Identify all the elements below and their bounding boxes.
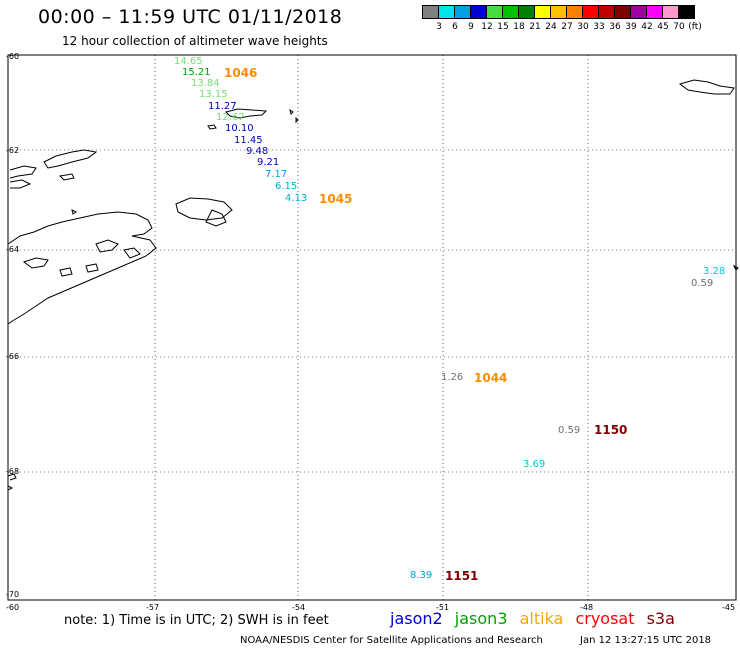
color-scale-swatch [630, 5, 647, 19]
lon-label: -54 [292, 603, 306, 612]
lat-label: -60 [6, 52, 20, 61]
color-scale-label: 18 [513, 22, 525, 32]
lon-label: -45 [722, 603, 736, 612]
color-scale-swatch [662, 5, 679, 19]
pass-number-label: 1044 [474, 371, 508, 385]
legend-jason3: jason3 [454, 609, 508, 628]
color-scale-swatch [566, 5, 583, 19]
wave-height-label: 10.10 [225, 123, 254, 134]
legend-jason2: jason2 [390, 609, 443, 628]
legend-s3a: s3a [646, 609, 675, 628]
color-scale-label: 30 [577, 22, 589, 32]
wave-height-label: 11.27 [208, 101, 237, 112]
color-scale-swatch [550, 5, 567, 19]
color-scale-label: 21 [529, 22, 541, 32]
color-scale-label: 33 [593, 22, 605, 32]
wave-height-label: 7.17 [265, 169, 288, 180]
color-scale-swatch [470, 5, 487, 19]
color-scale-label: 24 [545, 22, 557, 32]
lon-label: -57 [146, 603, 160, 612]
graticule [8, 55, 736, 600]
color-scale-label: 27 [561, 22, 573, 32]
map-title: 00:00 – 11:59 UTC 01/11/2018 [38, 6, 343, 28]
wave-height-label: 14.65 [174, 56, 203, 67]
footer-note: note: 1) Time is in UTC; 2) SWH is in fe… [64, 613, 329, 628]
pass-number-label: 1046 [224, 66, 258, 80]
wave-height-label: 12.67 [216, 112, 245, 123]
wave-height-label: 3.28 [703, 266, 726, 277]
color-scale-swatch [502, 5, 519, 19]
wave-height-label: 3.69 [523, 459, 546, 470]
color-scale-label: 6 [452, 22, 458, 32]
color-scale-label: 39 [625, 22, 637, 32]
color-scale-swatch [438, 5, 455, 19]
wave-height-label: 13.15 [199, 89, 228, 100]
color-scale-label: 42 [641, 22, 653, 32]
lon-label: -60 [6, 603, 20, 612]
color-scale-swatch [646, 5, 663, 19]
wave-height-label: 15.21 [182, 67, 211, 78]
wave-height-label: 13.84 [191, 78, 220, 89]
color-scale-swatch [598, 5, 615, 19]
wave-height-label: 1.26 [441, 372, 464, 383]
color-scale-label: 9 [468, 22, 474, 32]
color-scale-labels: 3 6 9 12 15 18 21 24 27 30 33 36 39 42 45 70 (ft) [422, 22, 740, 36]
wave-height-label: 9.21 [257, 157, 280, 168]
color-scale-label: (ft) [688, 22, 702, 32]
legend-altika: altika [519, 609, 564, 628]
color-scale-label: 15 [497, 22, 509, 32]
color-scale-swatch [582, 5, 599, 19]
wave-height-label: 0.59 [558, 425, 581, 436]
map-frame [7, 54, 737, 601]
pass-number-label: 1151 [445, 569, 479, 583]
color-scale-bar [422, 5, 695, 19]
color-scale-label: 45 [657, 22, 669, 32]
color-scale-swatch [454, 5, 471, 19]
lat-label: -68 [6, 467, 20, 476]
satellite-legend: jason2 jason3 altika cryosat s3a [390, 609, 682, 628]
lat-label: -62 [6, 146, 20, 155]
wave-height-label: 11.45 [234, 135, 263, 146]
lon-label: -51 [436, 603, 450, 612]
color-scale-swatch [614, 5, 631, 19]
map-subtitle: 12 hour collection of altimeter wave hei… [62, 34, 328, 48]
lon-label: -48 [580, 603, 594, 612]
wave-height-label: 6.15 [275, 181, 298, 192]
pass-number-label: 1045 [319, 192, 353, 206]
wave-height-label: 8.39 [410, 570, 433, 581]
color-scale-swatch [486, 5, 503, 19]
lat-label: -66 [6, 352, 20, 361]
color-scale-swatch [678, 5, 695, 19]
wave-height-label: 0.59 [691, 278, 714, 289]
color-scale-label: 12 [481, 22, 493, 32]
legend-cryosat: cryosat [575, 609, 635, 628]
wave-height-label: 9.48 [246, 146, 269, 157]
wave-height-label: 4.13 [285, 193, 308, 204]
credit-line: NOAA/NESDIS Center for Satellite Applica… [240, 635, 543, 646]
pass-number-label: 1150 [594, 423, 628, 437]
color-scale-swatch [518, 5, 535, 19]
color-scale-label: 3 [436, 22, 442, 32]
coastline [7, 79, 739, 491]
lat-label: -64 [6, 245, 20, 254]
color-scale-label: 36 [609, 22, 621, 32]
color-scale-swatch [422, 5, 439, 19]
generated-timestamp: Jan 12 13:27:15 UTC 2018 [580, 635, 712, 646]
color-scale-swatch [534, 5, 551, 19]
color-scale-label: 70 [673, 22, 685, 32]
lat-label: -70 [6, 590, 20, 599]
